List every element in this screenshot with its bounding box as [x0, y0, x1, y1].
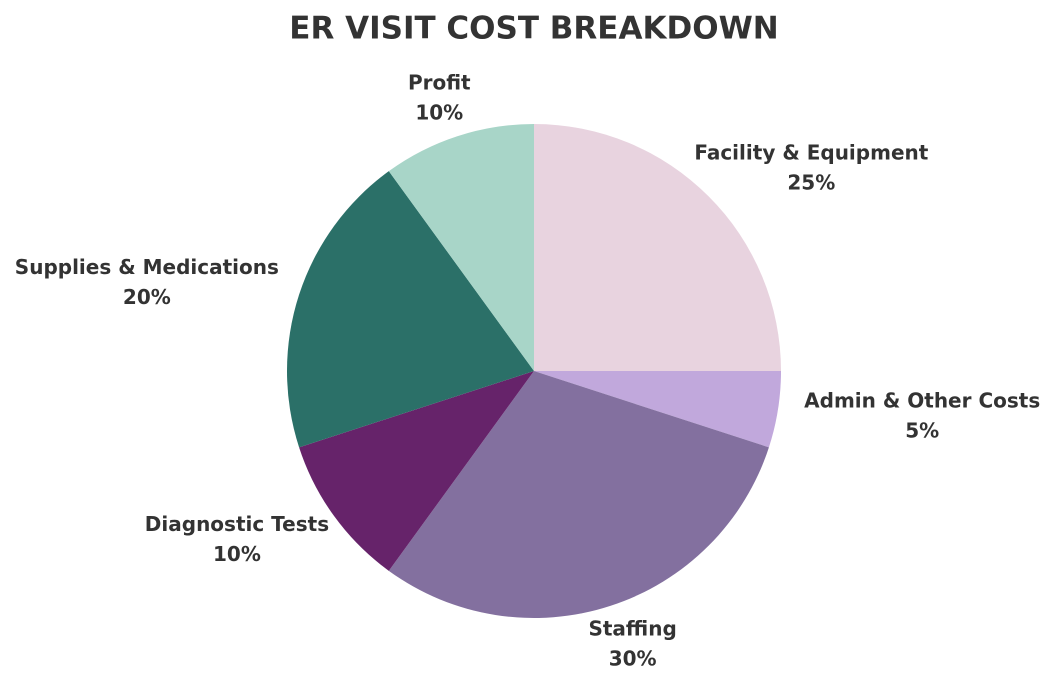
slice-label: Diagnostic Tests — [145, 512, 329, 536]
pie-slice — [534, 124, 781, 371]
slice-value-label: 10% — [213, 542, 261, 566]
slice-label: Supplies & Medications — [15, 255, 279, 279]
slice-value-label: 5% — [905, 418, 939, 442]
pie-slice — [299, 371, 534, 571]
pie-slice — [388, 124, 534, 371]
slice-label: Facility & Equipment — [694, 141, 928, 165]
pie-slice — [388, 371, 769, 619]
slice-value-label: 30% — [609, 646, 657, 670]
slice-label: Profit — [408, 71, 471, 95]
pie-slice — [534, 371, 781, 448]
chart-title: ER VISIT COST BREAKDOWN — [289, 11, 778, 47]
slice-value-label: 25% — [787, 171, 835, 195]
slice-label: Staffing — [588, 616, 676, 640]
pie-slice — [287, 171, 534, 448]
slice-value-label: 20% — [123, 285, 171, 309]
slice-value-label: 10% — [415, 101, 463, 125]
slice-label: Admin & Other Costs — [804, 388, 1040, 412]
